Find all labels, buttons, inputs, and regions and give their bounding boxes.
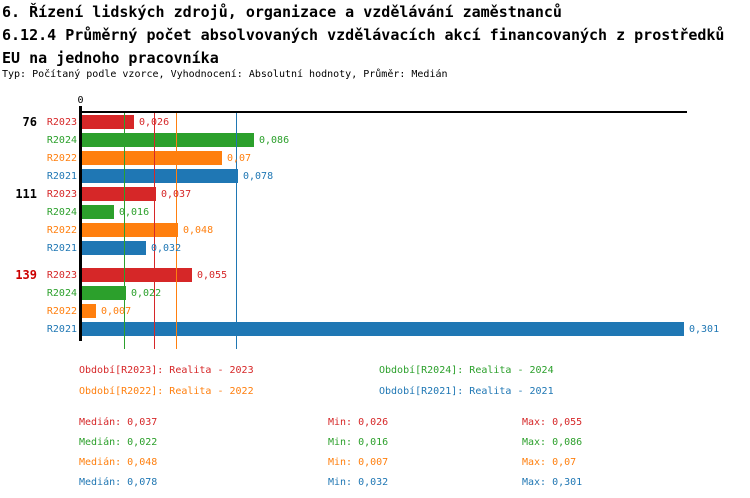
- bar-value-label: 0,078: [243, 171, 274, 182]
- bar: [82, 205, 114, 219]
- axis-zero-tick-label: 0: [77, 95, 84, 106]
- bar: [82, 268, 192, 282]
- group-label: 111: [15, 187, 37, 201]
- page-title-line-3: EU na jednoho pracovníka: [2, 49, 219, 67]
- series-label: R2024: [46, 207, 77, 218]
- median-line: [176, 113, 177, 349]
- page-title-line-2: 6.12.4 Průměrný počet absolvovaných vzdě…: [2, 26, 725, 44]
- bar: [82, 304, 96, 318]
- stat-median-r2021: Medián: 0,078: [79, 477, 158, 488]
- bar-value-label: 0,301: [689, 324, 720, 335]
- bar: [82, 187, 156, 201]
- stat-median-r2023: Medián: 0,037: [79, 417, 158, 428]
- median-line: [124, 113, 125, 349]
- legend-item-r2021: Období[R2021]: Realita - 2021: [379, 386, 554, 397]
- bar: [82, 133, 254, 147]
- bar: [82, 169, 238, 183]
- series-label: R2021: [46, 243, 77, 254]
- bar: [82, 151, 222, 165]
- group-label: 139: [15, 268, 37, 282]
- stat-median-r2022: Medián: 0,048: [79, 457, 158, 468]
- bar: [82, 286, 126, 300]
- chart-meta-line: Typ: Počítaný podle vzorce, Vyhodnocení:…: [2, 69, 448, 80]
- bar: [82, 223, 178, 237]
- stat-min-r2023: Min: 0,026: [328, 417, 389, 428]
- bar-value-label: 0,032: [151, 243, 182, 254]
- bar: [82, 115, 134, 129]
- y-axis-line: [79, 106, 82, 341]
- series-label: R2022: [46, 225, 77, 236]
- series-label: R2023: [46, 270, 77, 281]
- bar-value-label: 0,07: [227, 153, 252, 164]
- legend-item-r2023: Období[R2023]: Realita - 2023: [79, 365, 254, 376]
- series-label: R2022: [46, 153, 77, 164]
- stat-max-r2024: Max: 0,086: [522, 437, 583, 448]
- median-line: [154, 113, 155, 349]
- bar-value-label: 0,016: [119, 207, 150, 218]
- median-line: [236, 113, 237, 349]
- stat-max-r2023: Max: 0,055: [522, 417, 583, 428]
- stat-min-r2021: Min: 0,032: [328, 477, 389, 488]
- group-label: 76: [22, 115, 37, 129]
- bar-value-label: 0,022: [131, 288, 162, 299]
- series-label: R2023: [46, 117, 77, 128]
- bar-value-label: 0,055: [197, 270, 228, 281]
- stat-max-r2022: Max: 0,07: [522, 457, 577, 468]
- bar-value-label: 0,086: [259, 135, 290, 146]
- bar-value-label: 0,007: [101, 306, 132, 317]
- series-label: R2024: [46, 288, 77, 299]
- series-label: R2021: [46, 171, 77, 182]
- page-title-line-1: 6. Řízení lidských zdrojů, organizace a …: [2, 3, 562, 21]
- series-label: R2021: [46, 324, 77, 335]
- legend-item-r2024: Období[R2024]: Realita - 2024: [379, 365, 554, 376]
- bar-value-label: 0,048: [183, 225, 214, 236]
- stat-min-r2022: Min: 0,007: [328, 457, 389, 468]
- series-label: R2022: [46, 306, 77, 317]
- bar-value-label: 0,026: [139, 117, 170, 128]
- x-axis-line: [79, 111, 687, 113]
- series-label: R2024: [46, 135, 77, 146]
- stat-min-r2024: Min: 0,016: [328, 437, 389, 448]
- bar: [82, 241, 146, 255]
- bar: [82, 322, 684, 336]
- legend-item-r2022: Období[R2022]: Realita - 2022: [79, 386, 254, 397]
- stat-median-r2024: Medián: 0,022: [79, 437, 158, 448]
- stat-max-r2021: Max: 0,301: [522, 477, 583, 488]
- bar-value-label: 0,037: [161, 189, 192, 200]
- series-label: R2023: [46, 189, 77, 200]
